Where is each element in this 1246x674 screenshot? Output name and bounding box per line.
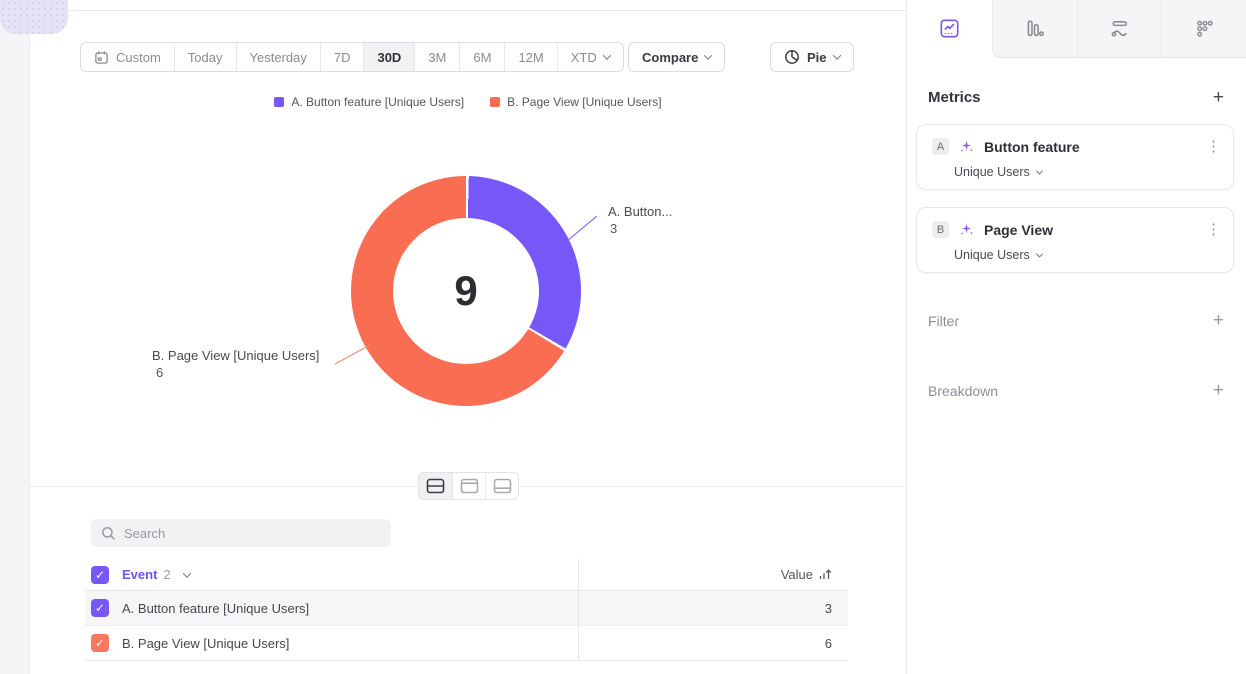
- event-count: 2: [163, 567, 171, 582]
- magic-event-icon: [961, 223, 973, 235]
- metrics-title: Metrics: [928, 89, 981, 106]
- legend-swatch-a: [274, 97, 285, 107]
- callout-label: B. Page View [Unique Users]: [152, 348, 320, 363]
- split-view-button[interactable]: [419, 473, 452, 499]
- filter-title: Filter: [928, 312, 960, 329]
- insights-icon: [940, 19, 959, 38]
- row-value: 3: [578, 591, 848, 625]
- chevron-down-icon: [832, 51, 841, 60]
- range-30d[interactable]: 30D: [363, 43, 415, 71]
- metric-card-b[interactable]: B Page View ⋮ Unique Users: [916, 207, 1234, 273]
- range-7d[interactable]: 7D: [319, 43, 364, 71]
- chart-type-button[interactable]: Pie: [770, 42, 854, 72]
- metric-options-kebab-icon[interactable]: ⋮: [1206, 137, 1221, 155]
- chart-only-view-icon: [460, 478, 478, 494]
- slice-callout-b: B. Page View [Unique Users] 6: [152, 347, 319, 381]
- metric-measure-selector[interactable]: Unique Users: [954, 248, 1043, 262]
- range-xtd[interactable]: XTD: [556, 43, 623, 71]
- chart-total-value: 9: [454, 267, 478, 314]
- donut-chart[interactable]: 9: [351, 176, 581, 406]
- metric-options-kebab-icon[interactable]: ⋮: [1206, 220, 1221, 238]
- metric-event-name[interactable]: Button feature: [984, 138, 1080, 155]
- table-only-view-icon: [493, 478, 511, 494]
- table-row[interactable]: ✓ A. Button feature [Unique Users] 3: [85, 591, 848, 626]
- date-range-control: Custom Today Yesterday 7D 30D 3M 6M 12M …: [80, 42, 624, 72]
- search-icon: [102, 526, 115, 540]
- tab-flows[interactable]: [1076, 0, 1162, 58]
- breakdown-title: Breakdown: [928, 382, 999, 399]
- chart-only-view-button[interactable]: [452, 473, 485, 499]
- range-custom[interactable]: Custom: [81, 43, 174, 71]
- callout-value: 6: [156, 365, 164, 380]
- range-12m[interactable]: 12M: [504, 43, 557, 71]
- table-row[interactable]: ✓ B. Page View [Unique Users] 6: [85, 626, 848, 661]
- pie-chart-icon: [785, 50, 799, 64]
- split-view-icon: [426, 478, 445, 494]
- metric-card-a[interactable]: A Button feature ⋮ Unique Users: [916, 124, 1234, 190]
- tab-retention[interactable]: [1161, 0, 1246, 58]
- filter-section-header: Filter +: [928, 311, 1224, 330]
- metric-event-name[interactable]: Page View: [984, 221, 1054, 238]
- funnels-icon: [1027, 20, 1045, 37]
- collapsed-nav-rail: [0, 0, 30, 674]
- chart-legend: A. Button feature [Unique Users] B. Page…: [30, 95, 906, 109]
- row-value: 6: [578, 626, 848, 660]
- callout-label: A. Button...: [608, 204, 673, 219]
- range-yesterday[interactable]: Yesterday: [235, 43, 320, 71]
- legend-swatch-b: [490, 97, 501, 107]
- sort-icon[interactable]: [818, 568, 832, 581]
- metrics-section-header: Metrics +: [928, 88, 1224, 107]
- event-column-header[interactable]: Event: [122, 567, 158, 582]
- chevron-down-icon: [1035, 250, 1043, 258]
- calendar-icon: [95, 50, 108, 64]
- table-header-row: ✓ Event 2 Value: [85, 559, 848, 591]
- range-today[interactable]: Today: [173, 43, 236, 71]
- chevron-down-icon[interactable]: [182, 568, 191, 578]
- layout-view-switcher: [418, 472, 519, 500]
- metric-badge: A: [932, 138, 949, 155]
- report-type-tabs: [907, 0, 1246, 58]
- range-label: Custom: [116, 49, 161, 65]
- range-3m[interactable]: 3M: [414, 43, 460, 71]
- magic-event-icon: [961, 140, 973, 152]
- tab-insights[interactable]: [907, 0, 992, 58]
- add-filter-button[interactable]: +: [1212, 310, 1224, 331]
- chevron-down-icon: [1035, 167, 1043, 175]
- add-breakdown-button[interactable]: +: [1212, 380, 1224, 401]
- chevron-down-icon: [704, 51, 713, 60]
- table-search: [91, 519, 391, 547]
- chevron-down-icon: [602, 51, 611, 60]
- table-only-view-button[interactable]: [485, 473, 518, 499]
- select-all-checkbox[interactable]: ✓: [91, 565, 109, 584]
- search-input[interactable]: [124, 525, 381, 541]
- flows-icon: [1111, 20, 1127, 37]
- nav-flyout-remnant: [0, 0, 68, 34]
- row-checkbox[interactable]: ✓: [91, 599, 109, 617]
- metric-badge: B: [932, 221, 949, 238]
- metric-measure-selector[interactable]: Unique Users: [954, 165, 1043, 179]
- row-checkbox[interactable]: ✓: [91, 634, 109, 652]
- legend-item-a[interactable]: A. Button feature [Unique Users]: [274, 95, 464, 109]
- value-column-header[interactable]: Value: [780, 567, 813, 582]
- report-main-panel: Custom Today Yesterday 7D 30D 3M 6M 12M …: [30, 10, 906, 674]
- query-builder-sidebar: Metrics + A Button feature ⋮ Unique User…: [906, 0, 1246, 674]
- retention-icon: [1196, 20, 1213, 37]
- slice-callout-a: A. Button... 3: [608, 203, 672, 237]
- tab-funnels[interactable]: [991, 0, 1077, 58]
- compare-button[interactable]: Compare: [628, 42, 726, 72]
- range-6m[interactable]: 6M: [459, 43, 505, 71]
- breakdown-section-header: Breakdown +: [928, 381, 1224, 400]
- legend-item-b[interactable]: B. Page View [Unique Users]: [490, 95, 662, 109]
- callout-value: 3: [610, 221, 618, 236]
- add-metric-button[interactable]: +: [1212, 87, 1224, 108]
- results-table: ✓ Event 2 Value ✓: [85, 559, 848, 661]
